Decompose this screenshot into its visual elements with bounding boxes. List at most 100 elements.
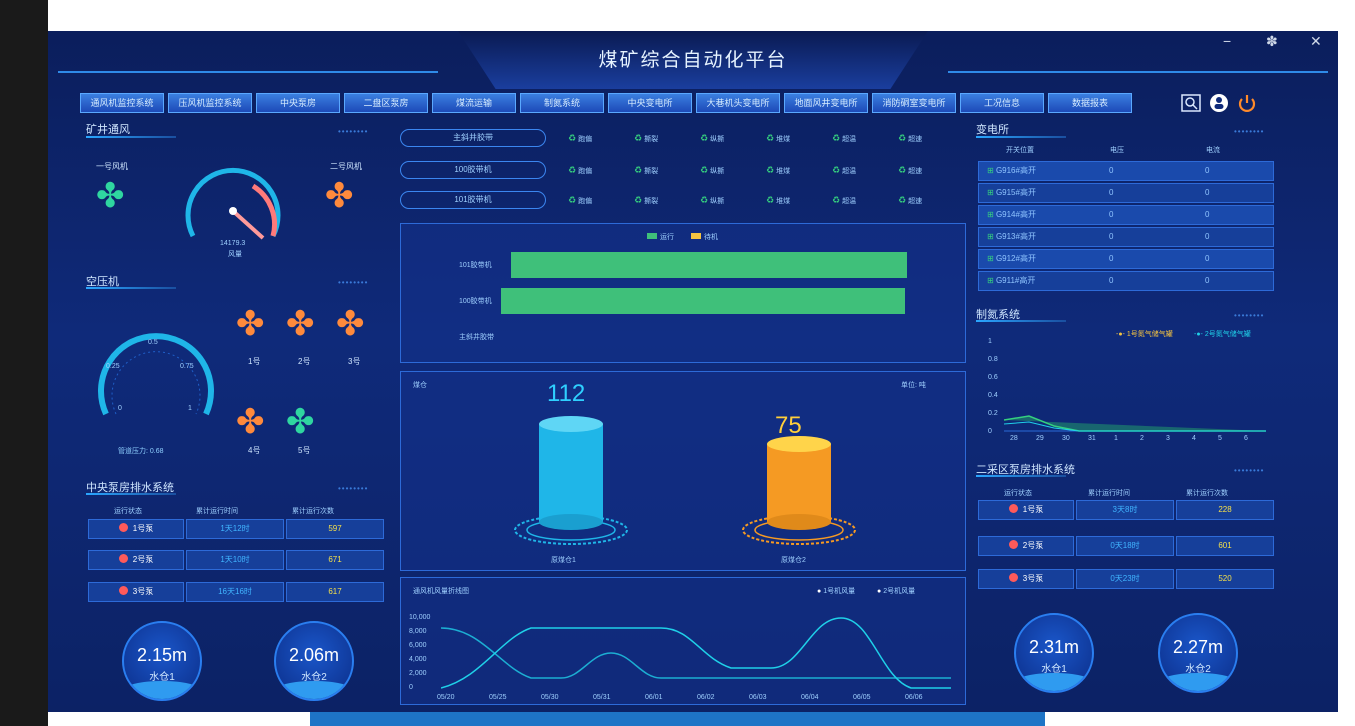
- tank-level: 2.27m: [1172, 637, 1224, 657]
- compressor-1-label: 1号: [248, 357, 261, 366]
- close-button[interactable]: ✕: [1310, 33, 1322, 49]
- pump-time: 3天8时: [1076, 500, 1174, 520]
- pump-header-count: 累计运行次数: [292, 508, 334, 515]
- tab-fire-substation[interactable]: 消防硐室变电所: [872, 93, 956, 113]
- table-row[interactable]: ⊞ G913#高开 0 0: [978, 227, 1274, 247]
- gauge-tick: 0.5: [148, 339, 158, 346]
- tab-roadway-substation[interactable]: 大巷机头变电所: [696, 93, 780, 113]
- pump-time: 0天23时: [1076, 569, 1174, 589]
- switch-current: 0: [1205, 232, 1210, 241]
- switch-name: G915#高开: [995, 188, 1036, 197]
- table-row[interactable]: ⊞ G916#高开 0 0: [978, 161, 1274, 181]
- x-tick: 2: [1140, 435, 1144, 442]
- table-row[interactable]: ⊞ G914#高开 0 0: [978, 205, 1274, 225]
- search-icon[interactable]: [1180, 93, 1202, 113]
- tank-label: 水仓1: [1041, 664, 1067, 675]
- stat-label: 撕裂: [644, 136, 659, 143]
- belt-name[interactable]: 100胶带机: [400, 161, 546, 179]
- belt-stat: ♻ 纵撕: [700, 195, 724, 206]
- belt-stat: ♻ 堆煤: [766, 165, 790, 176]
- belt-stat: ♻ 撕裂: [634, 133, 658, 144]
- pump-header-status: 运行状态: [114, 508, 142, 515]
- tab-reports[interactable]: 数据报表: [1048, 93, 1132, 113]
- tab-pump-area2[interactable]: 二盘区泵房: [344, 93, 428, 113]
- pump-status-cell: 1号泵: [88, 519, 184, 539]
- table-row[interactable]: ⊞ G912#高开 0 0: [978, 249, 1274, 269]
- status-icon: ♻: [568, 133, 577, 143]
- legend-label: 1号氮气储气罐: [1126, 331, 1173, 338]
- legend-line-icon: -●-: [1194, 331, 1203, 338]
- airflow-gauge: [185, 167, 281, 240]
- belt-stat: ♻ 超温: [832, 195, 856, 206]
- outer-frame-top: [48, 0, 1355, 31]
- x-tick: 4: [1192, 435, 1196, 442]
- tab-surface-substation[interactable]: 地面风井变电所: [784, 93, 868, 113]
- belt-stat: ♻ 堆煤: [766, 195, 790, 206]
- section-dots: ••••••••: [1234, 311, 1265, 320]
- pump-time: 1天12时: [186, 519, 284, 539]
- tank-label: 水仓2: [301, 672, 327, 683]
- pump-count: 671: [286, 550, 384, 570]
- tab-coal-transport[interactable]: 煤流运输: [432, 93, 516, 113]
- nitrogen-lines: [1004, 415, 1266, 432]
- y-tick: 0.8: [988, 356, 998, 363]
- table-row[interactable]: ⊞ G915#高开 0 0: [978, 183, 1274, 203]
- minimize-button[interactable]: −: [1223, 33, 1232, 49]
- pump-name: 2号泵: [1022, 541, 1044, 550]
- section-underline: [86, 287, 176, 289]
- pump-status-cell: 3号泵: [978, 569, 1074, 589]
- y-tick: 0.2: [988, 410, 998, 417]
- x-tick: 06/05: [853, 694, 871, 701]
- table-row[interactable]: 2号泵 1天10时 671: [88, 550, 384, 570]
- x-tick: 06/03: [749, 694, 767, 701]
- legend-label: 1号机风量: [823, 588, 856, 595]
- belt-stat: ♻ 纵撕: [700, 133, 724, 144]
- pump-count: 597: [286, 519, 384, 539]
- legend-item: 待机: [691, 232, 718, 242]
- stat-label: 超温: [842, 168, 857, 175]
- table-row[interactable]: 1号泵 1天12时 597: [88, 519, 384, 539]
- fan1-icon: ✤: [96, 177, 125, 215]
- table-row[interactable]: 3号泵 0天23时 520: [978, 569, 1274, 589]
- pump-count: 228: [1176, 500, 1274, 520]
- belt-name[interactable]: 主斜井胶带: [400, 129, 546, 147]
- user-icon[interactable]: [1208, 93, 1230, 113]
- tank-label: 水仓1: [149, 672, 175, 683]
- x-tick: 30: [1062, 435, 1070, 442]
- pump-name: 1号泵: [132, 524, 154, 533]
- section-underline: [976, 136, 1066, 138]
- switch-current: 0: [1205, 188, 1210, 197]
- table-row[interactable]: ⊞ G911#高开 0 0: [978, 271, 1274, 291]
- table-row[interactable]: 3号泵 16天16时 617: [88, 582, 384, 602]
- switch-voltage: 0: [1109, 254, 1114, 263]
- tab-central-substation[interactable]: 中央变电所: [608, 93, 692, 113]
- status-icon: ♻: [832, 195, 841, 205]
- switch-row: ⊞ G913#高开 0 0: [978, 227, 1274, 247]
- tab-central-pump[interactable]: 中央泵房: [256, 93, 340, 113]
- tab-ventilation[interactable]: 通风机监控系统: [80, 93, 164, 113]
- legend-item: ● 2号机风量: [877, 586, 915, 596]
- compressor-3-label: 3号: [348, 357, 361, 366]
- status-dot: [118, 523, 128, 532]
- tab-work-info[interactable]: 工况信息: [960, 93, 1044, 113]
- pump-time: 16天16时: [186, 582, 284, 602]
- status-icon: ♻: [898, 165, 907, 175]
- legend-item: 运行: [647, 232, 674, 242]
- storage-title: 煤仓: [413, 382, 427, 389]
- tab-compressor[interactable]: 压风机监控系统: [168, 93, 252, 113]
- table-row[interactable]: 2号泵 0天18时 601: [978, 536, 1274, 556]
- status-icon: ♻: [766, 195, 775, 205]
- y-tick: 4,000: [409, 656, 427, 663]
- maximize-button[interactable]: ✽: [1266, 33, 1278, 49]
- switch-name: G911#高开: [995, 276, 1036, 285]
- table-row[interactable]: 1号泵 3天8时 228: [978, 500, 1274, 520]
- power-icon[interactable]: [1236, 93, 1258, 113]
- tab-nitrogen[interactable]: 制氮系统: [520, 93, 604, 113]
- belt-name[interactable]: 101胶带机: [400, 191, 546, 209]
- water-wave: [276, 681, 352, 699]
- airflow-lines: [441, 617, 951, 689]
- sub-header-current: 电流: [1206, 147, 1220, 154]
- pump-count: 601: [1176, 536, 1274, 556]
- stat-label: 纵撕: [710, 136, 725, 143]
- pump-count: 520: [1176, 569, 1274, 589]
